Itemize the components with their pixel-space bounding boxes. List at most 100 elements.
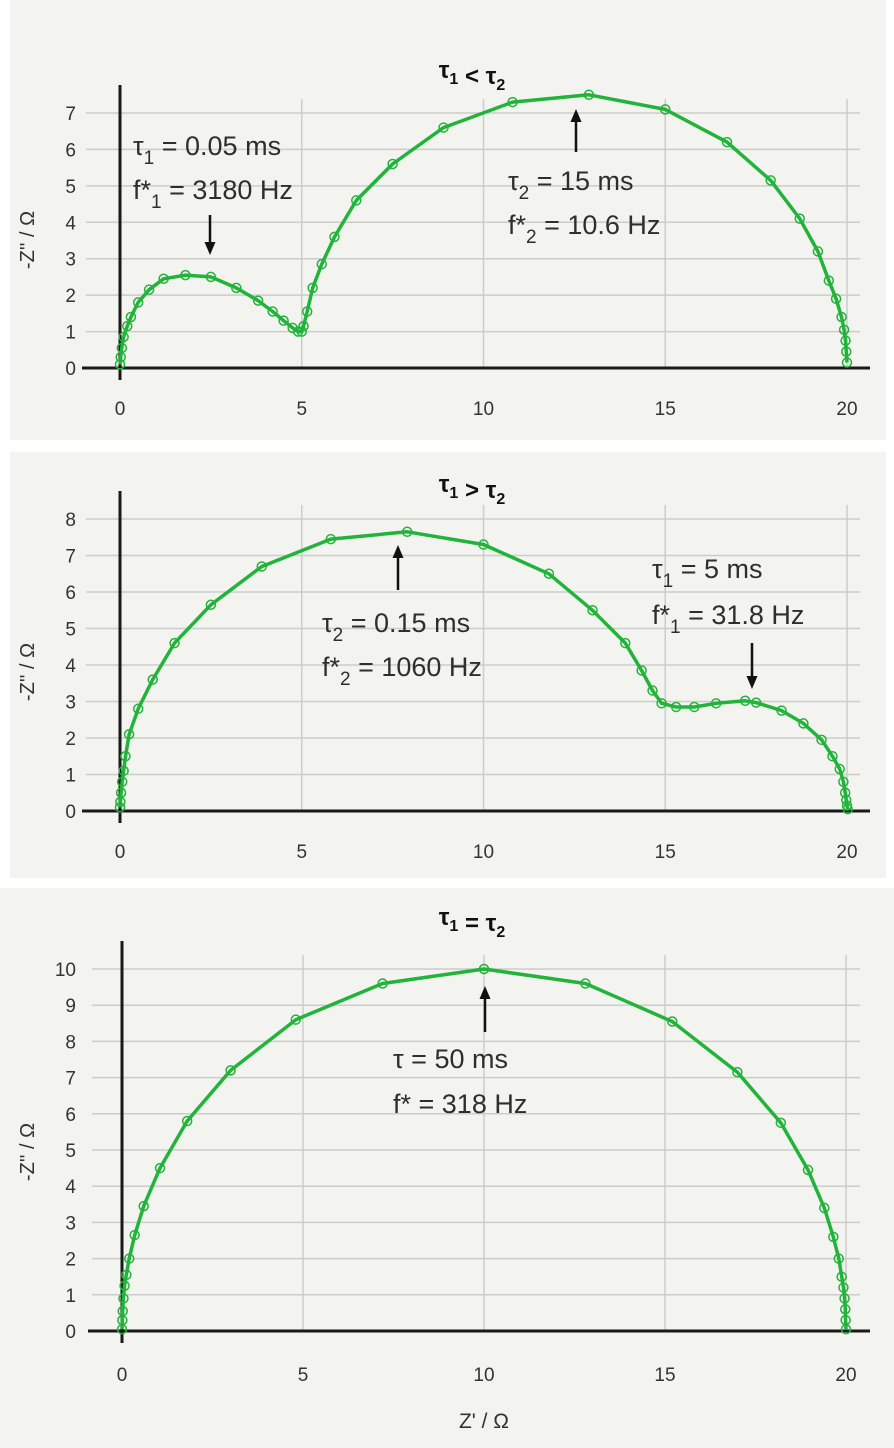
data-point <box>180 269 191 281</box>
y-axis-label: -Z'' / Ω <box>17 643 39 701</box>
data-point <box>583 89 595 101</box>
data-point <box>132 703 144 715</box>
data-point <box>478 963 490 975</box>
y-tick-label: 7 <box>65 1069 76 1090</box>
data-point <box>841 346 852 357</box>
x-axis-label: Z' / Ω <box>459 1410 509 1433</box>
data-point <box>620 637 631 649</box>
data-point <box>387 158 398 170</box>
chart-1: 0 5 10 15 20 0 1 2 3 4 5 6 7 -Z'' / Ω τ1 < τ2 τ1 = 0.05… <box>17 57 870 420</box>
arrow-head <box>392 545 404 558</box>
y-tick-label: 0 <box>65 802 76 823</box>
x-tick-label: 15 <box>654 1365 675 1386</box>
annotation-text: τ2 = 15 ms <box>508 166 634 204</box>
chart-2: 0 5 10 15 20 0 1 2 3 4 5 6 7 8 -Z'' / Ω τ1 > τ2 τ2 = 0.1… <box>17 471 870 863</box>
y-tick-label: 10 <box>55 960 76 981</box>
y-tick-label: 4 <box>65 213 76 234</box>
x-tick-label: 0 <box>117 1365 128 1386</box>
y-tick-label: 6 <box>65 583 76 604</box>
x-tick-label: 5 <box>296 399 307 420</box>
data-point <box>776 705 787 716</box>
data-point <box>132 297 144 308</box>
data-point <box>840 1323 852 1335</box>
y-tick-label: 4 <box>65 656 76 677</box>
data-point <box>438 122 449 133</box>
x-tick-label: 20 <box>835 1365 856 1386</box>
annotation-text: τ1 = 5 ms <box>652 554 763 592</box>
y-tick-label: 5 <box>65 1141 76 1162</box>
y-tick-label: 5 <box>65 620 76 641</box>
data-point <box>833 1253 845 1264</box>
data-point <box>301 306 313 317</box>
y-tick-label: 1 <box>65 766 76 787</box>
data-point <box>660 104 671 115</box>
data-point <box>169 637 180 649</box>
y-tick-label: 3 <box>65 250 76 271</box>
x-tick-label: 10 <box>473 399 494 420</box>
chart-title: τ1 > τ2 <box>439 471 506 508</box>
data-point <box>838 324 850 335</box>
data-point <box>401 526 413 538</box>
data-point <box>138 1200 149 1212</box>
arrow-head <box>570 109 582 122</box>
data-point <box>828 1231 839 1243</box>
y-tick-label: 8 <box>65 510 76 531</box>
data-point <box>252 295 264 306</box>
data-point <box>154 1162 166 1174</box>
data-point <box>840 335 851 346</box>
data-point <box>841 357 853 368</box>
data-point <box>123 729 135 740</box>
x-tick-label: 15 <box>655 399 676 420</box>
y-tick-label: 0 <box>65 1322 76 1343</box>
data-point <box>819 1202 830 1214</box>
y-tick-label: 9 <box>65 996 76 1017</box>
data-point <box>798 718 809 729</box>
data-point <box>307 282 318 294</box>
y-tick-label: 0 <box>65 359 76 380</box>
data-point <box>836 311 847 323</box>
x-tick-label: 5 <box>296 842 307 863</box>
data-point <box>765 175 776 186</box>
data-point <box>836 1271 847 1282</box>
data-point <box>839 1293 850 1304</box>
y-tick-label: 7 <box>65 104 76 125</box>
chart-title: τ1 = τ2 <box>439 904 506 941</box>
data-point <box>147 674 158 685</box>
x-tick-label: 15 <box>655 842 676 863</box>
data-point <box>118 765 129 777</box>
data-point <box>114 359 126 370</box>
x-tick-label: 10 <box>473 842 494 863</box>
data-point <box>278 315 289 326</box>
chart-3: 0 5 10 15 20 0 1 2 3 4 5 6 7 8 9 10 -Z'' / Ω Z' / Ω τ1 = τ… <box>17 904 870 1433</box>
data-point <box>794 213 805 224</box>
series-line <box>118 530 850 810</box>
annotation-text: f*2 = 1060 Hz <box>322 652 482 690</box>
data-point <box>656 698 667 709</box>
data-point <box>478 539 489 550</box>
data-point <box>507 96 518 108</box>
y-tick-label: 3 <box>65 693 76 714</box>
annotation-text: f*1 = 3180 Hz <box>133 175 293 213</box>
data-point <box>670 701 682 713</box>
data-point <box>143 284 155 295</box>
x-tick-label: 0 <box>115 399 126 420</box>
y-tick-label: 6 <box>65 1105 76 1126</box>
data-point <box>823 275 835 286</box>
data-point <box>316 258 327 270</box>
data-point <box>827 751 838 762</box>
y-tick-label: 5 <box>65 177 76 198</box>
data-point <box>816 734 827 746</box>
series-line <box>118 93 849 365</box>
panel-bottom <box>0 888 894 1448</box>
y-tick-label: 4 <box>65 1177 76 1198</box>
data-point <box>840 1304 851 1315</box>
data-point <box>290 1014 302 1025</box>
data-point <box>231 282 242 294</box>
data-point <box>812 246 824 257</box>
data-point <box>377 978 388 989</box>
data-point <box>834 763 845 775</box>
data-point <box>287 322 298 334</box>
data-point <box>117 1305 128 1317</box>
data-point <box>739 695 751 707</box>
data-point <box>296 326 307 337</box>
